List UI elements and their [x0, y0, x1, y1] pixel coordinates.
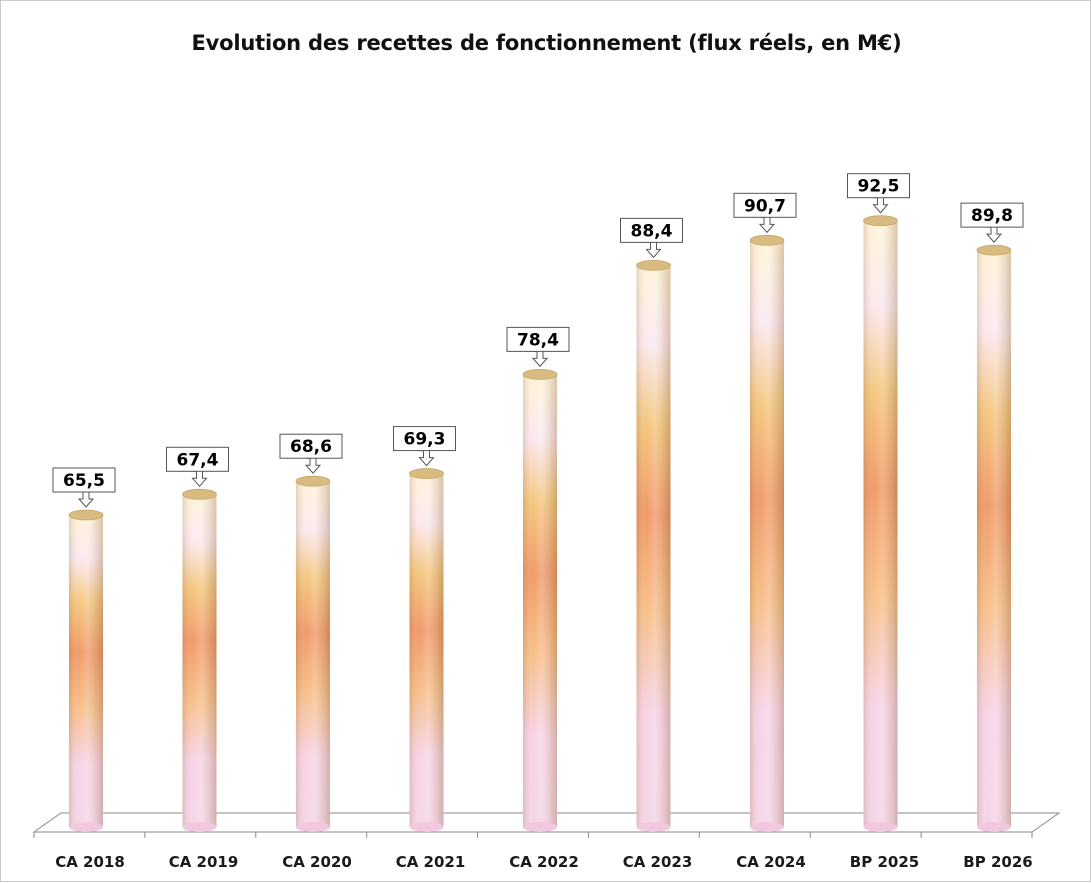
labels-group: 65,5 67,4 68,6 69,3 78,4 88,4 90,7 92,5 89,8 [52, 173, 1024, 508]
bar-base [182, 822, 217, 832]
value-label-box [52, 467, 116, 493]
value-label: 67,4 [177, 450, 219, 470]
value-label-pointer [77, 491, 95, 508]
value-label-box [506, 326, 570, 352]
bar-cap [409, 468, 444, 479]
chart-title: Evolution des recettes de fonctionnement… [191, 31, 902, 55]
category-label: BP 2026 [963, 853, 1032, 871]
bar-shading [636, 265, 671, 827]
value-label-box [279, 433, 343, 459]
value-label-pointer [758, 216, 776, 234]
category-label: CA 2022 [509, 853, 579, 871]
value-label-pointer [531, 350, 549, 368]
value-label-box [733, 192, 797, 218]
bar-cap [976, 244, 1012, 256]
bar-shading [69, 515, 103, 827]
bar-shading [523, 374, 557, 827]
category-label: CA 2021 [396, 853, 466, 871]
category-axis: CA 2018 CA 2019 CA 2020 CA 2021 CA 2022 CA 20… [55, 853, 1033, 871]
value-label-box [960, 202, 1024, 228]
value-label: 92,5 [858, 177, 900, 197]
bars-group [68, 215, 1012, 832]
bar-cap [295, 475, 331, 487]
category-label: BP 2025 [850, 853, 919, 871]
bar-cap [636, 259, 671, 271]
value-label-pointer [418, 450, 435, 467]
bar-cap [863, 215, 898, 227]
bar-shading [977, 250, 1011, 827]
category-label: CA 2023 [623, 853, 693, 871]
value-label-box [393, 426, 456, 452]
value-label: 88,4 [631, 221, 673, 241]
value-label: 90,7 [744, 196, 786, 216]
bar-cap [522, 368, 558, 380]
value-label: 78,4 [517, 330, 559, 350]
value-label: 65,5 [63, 471, 105, 491]
value-label: 69,3 [404, 430, 446, 450]
bar-shading [182, 494, 217, 827]
category-label: CA 2024 [736, 853, 806, 871]
value-label-pointer [645, 241, 662, 259]
value-label-pointer [304, 457, 322, 474]
bar-base [863, 822, 898, 832]
value-label-box [166, 446, 229, 472]
value-label-box [847, 173, 910, 199]
bar-base [636, 822, 671, 832]
value-label-pointer [872, 197, 889, 214]
value-label-pointer [191, 470, 208, 488]
value-label-box [620, 217, 683, 243]
bar-base [523, 822, 557, 832]
bar-cap [182, 488, 217, 500]
category-label: CA 2019 [169, 853, 239, 871]
bar-shading [409, 473, 444, 827]
bar-cap [749, 234, 785, 246]
bar-base [69, 822, 103, 832]
value-label: 68,6 [290, 437, 332, 457]
bar-cap [68, 509, 104, 521]
bar-base [977, 822, 1011, 832]
bar-base [750, 822, 784, 832]
value-label: 89,8 [971, 206, 1013, 226]
bar-shading [750, 240, 784, 827]
bar-shading [296, 481, 330, 827]
value-label-pointer [985, 226, 1003, 243]
category-label: CA 2018 [55, 853, 125, 871]
bar-shading [863, 220, 898, 827]
bar-base [409, 822, 444, 832]
category-label: CA 2020 [282, 853, 352, 871]
bar-base [296, 822, 330, 832]
